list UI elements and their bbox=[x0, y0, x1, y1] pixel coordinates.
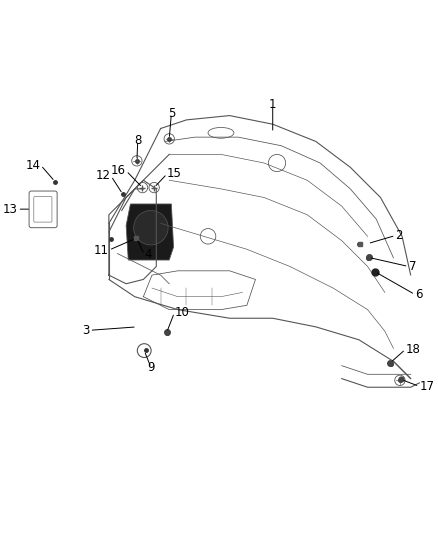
Text: 3: 3 bbox=[82, 324, 89, 337]
Text: 2: 2 bbox=[396, 229, 403, 242]
Text: 7: 7 bbox=[409, 260, 416, 273]
Text: 4: 4 bbox=[144, 248, 152, 261]
Text: 8: 8 bbox=[134, 134, 141, 147]
Text: 1: 1 bbox=[269, 98, 276, 111]
Text: 14: 14 bbox=[26, 159, 41, 172]
Text: 13: 13 bbox=[3, 203, 18, 216]
Text: 5: 5 bbox=[168, 107, 175, 120]
Polygon shape bbox=[126, 204, 173, 260]
Circle shape bbox=[134, 211, 168, 245]
Text: 6: 6 bbox=[415, 288, 423, 301]
Text: 18: 18 bbox=[406, 343, 420, 356]
Text: 9: 9 bbox=[147, 361, 155, 374]
Text: 10: 10 bbox=[174, 306, 189, 319]
Text: 11: 11 bbox=[94, 244, 109, 256]
Text: 16: 16 bbox=[111, 164, 126, 177]
Text: 12: 12 bbox=[96, 169, 111, 182]
Text: 15: 15 bbox=[167, 167, 182, 180]
Text: 17: 17 bbox=[419, 380, 434, 393]
